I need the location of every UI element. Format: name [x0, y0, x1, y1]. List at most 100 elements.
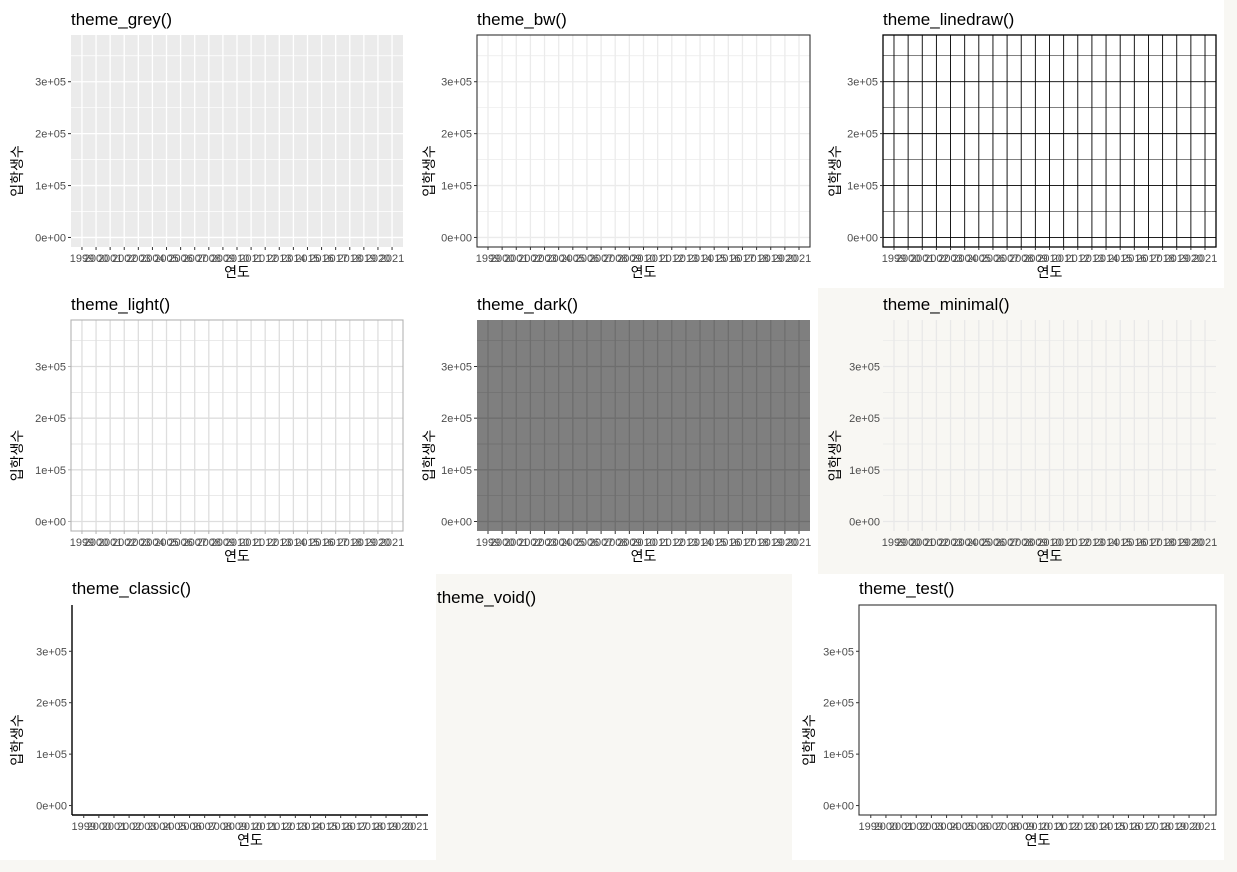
x-tick-label: 2005	[154, 537, 178, 549]
plot-panel	[859, 605, 1216, 815]
x-tick-label: 2003	[938, 537, 962, 549]
x-tick-label: 2020	[366, 537, 390, 549]
y-tick-label: 3e+05	[823, 646, 854, 658]
x-axis-title: 연도	[224, 548, 250, 564]
y-axis-title: 입학생수	[421, 430, 437, 482]
x-tick-label: 2003	[126, 253, 150, 265]
x-tick-label: 2011	[239, 537, 263, 549]
panel-title: theme_minimal()	[883, 295, 1010, 314]
x-tick-label: 2009	[1023, 253, 1047, 265]
x-tick-label: 2010	[225, 253, 249, 265]
x-tick-label: 2009	[211, 537, 235, 549]
x-tick-label: 2018	[359, 821, 383, 833]
x-tick-label: 1999	[70, 253, 94, 265]
panel-title: theme_light()	[71, 295, 170, 314]
x-tick-label: 2013	[674, 253, 698, 265]
x-tick-label: 2016	[1122, 537, 1146, 549]
x-tick-label: 2002	[924, 537, 948, 549]
x-tick-label: 1999	[476, 253, 500, 265]
y-tick-label: 2e+05	[35, 413, 66, 425]
x-tick-label: 2010	[1037, 537, 1061, 549]
y-tick-label: 3e+05	[847, 77, 878, 89]
x-tick-label: 2003	[938, 253, 962, 265]
x-tick-label: 2021	[787, 253, 811, 265]
x-tick-label: 2021	[787, 537, 811, 549]
y-tick-label: 0e+00	[35, 232, 66, 244]
x-tick-label: 2011	[1052, 537, 1076, 549]
x-tick-label: 2000	[490, 537, 514, 549]
y-tick-label: 3e+05	[36, 646, 67, 658]
x-tick-label: 2010	[1037, 253, 1061, 265]
x-tick-label: 2019	[1162, 821, 1186, 833]
x-tick-label: 2019	[352, 537, 376, 549]
x-tick-label: 2017	[344, 821, 368, 833]
x-tick-label: 2003	[532, 253, 556, 265]
x-tick-label: 2005	[949, 821, 973, 833]
x-tick-label: 2012	[1056, 821, 1080, 833]
x-axis-title: 연도	[224, 264, 250, 280]
x-tick-label: 2021	[380, 253, 404, 265]
plot-panel	[72, 605, 428, 815]
x-tick-label: 2007	[182, 253, 206, 265]
x-tick-label: 2016	[1116, 821, 1140, 833]
y-tick-label: 1e+05	[847, 181, 878, 193]
panel-title: theme_grey()	[71, 10, 172, 29]
x-axis-title: 연도	[1037, 548, 1063, 564]
x-tick-label: 2010	[1025, 821, 1049, 833]
x-tick-label: 2007	[995, 253, 1019, 265]
x-tick-label: 2007	[589, 253, 613, 265]
x-tick-label: 2001	[504, 253, 528, 265]
x-tick-label: 2018	[338, 253, 362, 265]
x-tick-label: 2011	[1041, 821, 1065, 833]
panel-grey: theme_grey() 0e+00 1e+05 2e+05 3e+05 19992000…	[0, 0, 412, 288]
x-tick-label: 2019	[758, 537, 782, 549]
x-tick-label: 2021	[1193, 253, 1217, 265]
x-tick-label: 2011	[646, 253, 670, 265]
x-tick-label: 2019	[1164, 537, 1188, 549]
x-tick-label: 2005	[561, 253, 585, 265]
y-tick-label: 2e+05	[441, 413, 472, 425]
x-tick-label: 2011	[1052, 253, 1076, 265]
x-tick-label: 2008	[208, 821, 232, 833]
y-tick-label: 1e+05	[849, 465, 880, 477]
x-tick-label: 1999	[72, 821, 96, 833]
x-tick-label: 2014	[281, 537, 305, 549]
x-tick-label: 2005	[967, 253, 991, 265]
x-tick-label: 2012	[1066, 253, 1090, 265]
x-tick-label: 2001	[504, 537, 528, 549]
x-tick-label: 2005	[967, 537, 991, 549]
y-axis-title: 입학생수	[827, 145, 843, 197]
x-tick-label: 1999	[882, 253, 906, 265]
x-tick-label: 2004	[546, 537, 570, 549]
x-tick-label: 2002	[112, 253, 136, 265]
x-tick-label: 2001	[98, 537, 122, 549]
y-tick-label: 2e+05	[36, 698, 67, 710]
x-tick-label: 2017	[730, 537, 754, 549]
x-tick-label: 2012	[268, 821, 292, 833]
x-tick-label: 2002	[117, 821, 141, 833]
panel-title: theme_bw()	[477, 10, 567, 29]
x-tick-label: 2017	[323, 253, 347, 265]
x-tick-label: 2007	[192, 821, 216, 833]
x-tick-label: 2013	[267, 537, 291, 549]
x-tick-label: 2015	[295, 253, 319, 265]
panel-minimal: theme_minimal()0e+001e+052e+053e+0519992…	[818, 288, 1224, 574]
x-tick-label: 2014	[1094, 537, 1118, 549]
panel-light: theme_light()0e+001e+052e+053e+051999200…	[0, 288, 412, 574]
x-tick-label: 2008	[995, 821, 1019, 833]
x-tick-label: 2016	[328, 821, 352, 833]
x-tick-label: 2014	[688, 537, 712, 549]
x-tick-label: 1999	[476, 537, 500, 549]
x-tick-label: 2001	[910, 253, 934, 265]
x-tick-label: 2016	[309, 537, 333, 549]
x-tick-label: 2005	[162, 821, 186, 833]
x-tick-label: 2017	[1136, 537, 1160, 549]
x-tick-label: 2009	[1010, 821, 1034, 833]
x-tick-label: 2018	[1147, 821, 1171, 833]
x-tick-label: 2006	[177, 821, 201, 833]
x-tick-label: 2008	[603, 537, 627, 549]
panel-test: theme_test() 0e+00 1e+05 2e+05 3e+05 19992000…	[792, 574, 1224, 860]
x-tick-label: 2009	[211, 253, 235, 265]
x-tick-label: 2004	[546, 253, 570, 265]
